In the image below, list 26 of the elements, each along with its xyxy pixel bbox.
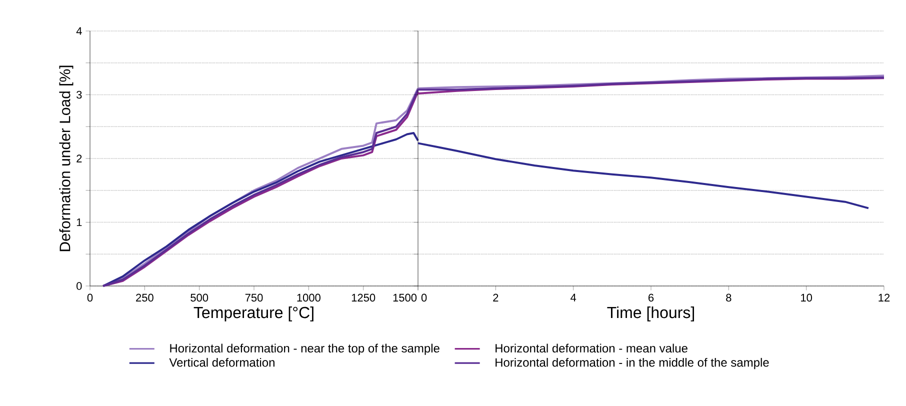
y-tick-label: 4 [76, 27, 82, 35]
x-tick-label: 1500 [393, 294, 417, 302]
x-tick-label: 1000 [297, 294, 320, 302]
y-tick-label: 2 [76, 154, 82, 162]
x-tick-label: 500 [190, 294, 208, 302]
y-tick-label: 0 [76, 282, 82, 290]
x-tick-label: 12 [878, 294, 890, 302]
legend-label: Horizontal deformation - near the top of the sample [170, 344, 440, 355]
x-tick-label: 0 [421, 294, 427, 302]
x-axis-title: Time [hours] [607, 306, 694, 322]
legend-label: Vertical deformation [169, 358, 274, 367]
legend-label: Horizontal deformation - in the middle of the sample [496, 358, 769, 370]
x-tick-label: 1250 [352, 294, 376, 302]
y-tick-label: 1 [76, 218, 82, 226]
x-tick-label: 4 [570, 294, 576, 302]
x-axis-title: Temperature [°C] [194, 306, 314, 322]
x-tick-label: 10 [801, 294, 812, 302]
legend-label: Horizontal deformation - mean value [496, 344, 688, 353]
x-tick-label: 250 [136, 294, 154, 302]
y-tick-label: 3 [76, 90, 82, 99]
x-tick-label: 8 [726, 294, 732, 302]
x-tick-label: 2 [493, 294, 498, 302]
x-tick-label: 6 [648, 294, 654, 302]
x-tick-label: 0 [87, 294, 93, 302]
x-tick-label: 750 [245, 294, 263, 302]
y-axis-title: Deformation under Load [%] [59, 66, 74, 252]
